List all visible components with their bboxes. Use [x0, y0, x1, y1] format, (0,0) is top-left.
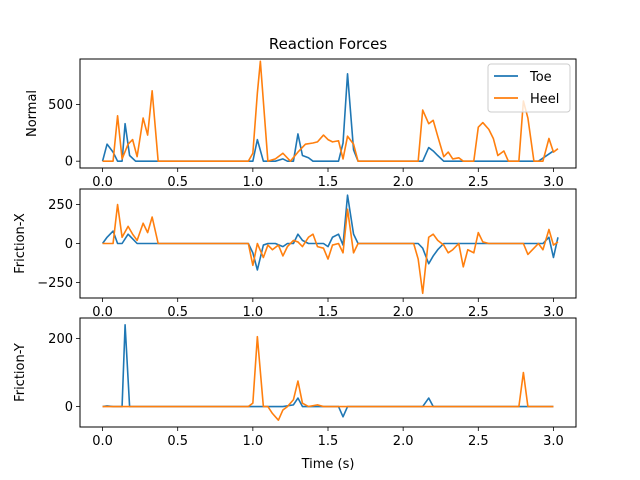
x-tick-label-panel-2: 2.5	[468, 434, 489, 449]
x-tick-label-panel-2: 3.0	[543, 434, 564, 449]
x-tick-label-panel-1: 2.0	[393, 305, 414, 320]
x-tick-label-panel-2: 0.0	[92, 434, 113, 449]
series-line-toe-panel-2	[102, 324, 554, 418]
x-tick-label-panel-0: 1.5	[318, 175, 339, 190]
y-tick-label-panel-1: 0	[65, 237, 73, 252]
y-tick-label-panel-1: −250	[37, 276, 73, 291]
x-tick-label-panel-2: 2.0	[393, 434, 414, 449]
x-tick-label-panel-0: 1.0	[243, 175, 264, 190]
y-tick-label-panel-0: 0	[65, 155, 73, 170]
legend-label-toe: Toe	[529, 70, 552, 85]
series-line-heel-panel-1	[102, 203, 559, 295]
friction-y-panel: 0.0 0.5 1.0 1.5 2.0 2.5 3.0 200 0 Friction-Y	[13, 317, 577, 449]
normal-panel: 0.0 0.5 1.0 1.5 2.0 2.5 3.0 0 500 Normal	[25, 58, 577, 190]
x-tick-label-panel-0: 0.0	[92, 175, 113, 190]
y-tick-label-panel-2: 0	[65, 400, 73, 415]
series-line-toe-panel-0	[101, 72, 554, 162]
plot-frame-panel-2	[79, 317, 577, 428]
x-tick-label-panel-0: 2.5	[468, 175, 489, 190]
y-axis-label-panel-0: Normal	[25, 90, 40, 137]
legend-label-heel: Heel	[530, 92, 559, 107]
x-tick-label-panel-0: 2.0	[393, 175, 414, 190]
y-tick-label-panel-1: 250	[48, 198, 73, 213]
y-axis-label-panel-2: Friction-Y	[13, 343, 28, 402]
x-tick-label-panel-2: 1.5	[318, 434, 339, 449]
x-tick-label-panel-1: 1.5	[318, 305, 339, 320]
x-tick-label-panel-0: 0.5	[167, 175, 188, 190]
x-tick-label-panel-1: 2.5	[468, 305, 489, 320]
x-tick-label-panel-1: 0.0	[92, 305, 113, 320]
series-line-heel-panel-2	[102, 335, 554, 421]
chart-title: Reaction Forces	[269, 35, 388, 53]
x-tick-label-panel-2: 1.0	[243, 434, 264, 449]
x-tick-label-panel-1: 0.5	[167, 305, 188, 320]
legend: Toe Heel	[487, 63, 571, 113]
series-line-heel-panel-0	[102, 60, 559, 162]
y-tick-label-panel-0: 500	[48, 98, 73, 113]
x-tick-label-panel-1: 1.0	[243, 305, 264, 320]
x-tick-label-panel-2: 0.5	[167, 434, 188, 449]
x-axis-label: Time (s)	[301, 457, 355, 472]
x-tick-label-panel-1: 3.0	[543, 305, 564, 320]
x-tick-label-panel-0: 3.0	[543, 175, 564, 190]
series-line-toe-panel-1	[101, 194, 559, 271]
y-axis-label-panel-1: Friction-X	[13, 213, 28, 274]
friction-x-panel: 0.0 0.5 1.0 1.5 2.0 2.5 3.0 250 0 −250 Friction-X	[13, 188, 577, 320]
y-tick-label-panel-2: 200	[48, 332, 73, 347]
